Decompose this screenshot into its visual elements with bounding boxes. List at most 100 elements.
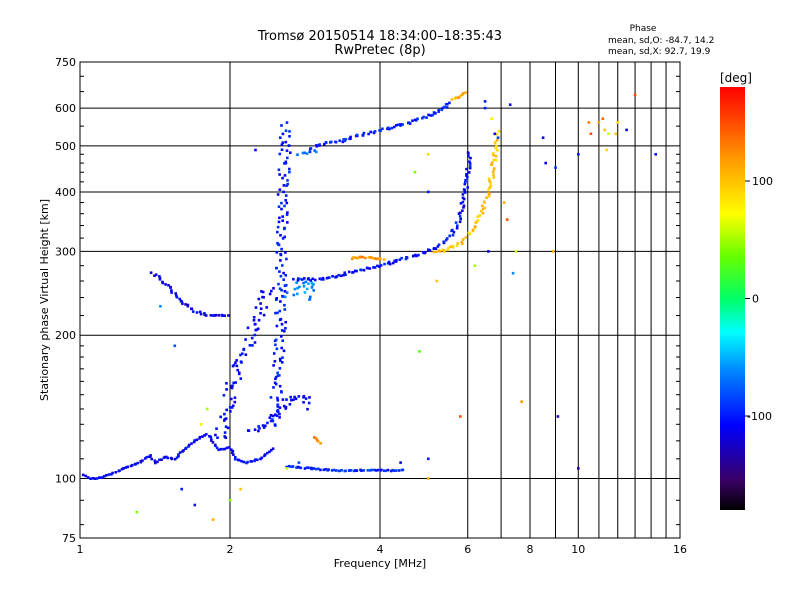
echo-point xyxy=(158,275,161,278)
echo-point xyxy=(467,171,471,174)
echo-point xyxy=(370,468,373,472)
echo-point xyxy=(454,96,458,99)
colorbar-ticks: 100 0 -100 xyxy=(745,175,773,423)
echo-point xyxy=(381,127,384,131)
phase-stats-o: mean, sd,O: -84.7, 14.2 xyxy=(608,36,714,46)
echo-point xyxy=(276,241,279,245)
echo-point xyxy=(276,396,279,400)
echo-point xyxy=(311,283,314,287)
echo-point xyxy=(394,260,398,263)
echo-point xyxy=(451,228,454,232)
echo-point xyxy=(310,281,314,285)
echo-point xyxy=(231,384,234,388)
echo-point xyxy=(286,156,289,160)
echo-point xyxy=(597,121,601,124)
echo-point xyxy=(153,274,156,277)
echo-point xyxy=(279,234,282,237)
echo-point xyxy=(276,193,280,196)
echo-point xyxy=(427,248,430,251)
x-tick-label: 6 xyxy=(464,543,471,556)
echo-point xyxy=(308,396,311,399)
echo-point xyxy=(313,436,316,439)
echo-point xyxy=(165,455,168,459)
echo-point xyxy=(490,161,494,164)
echo-point xyxy=(288,130,291,133)
echo-point xyxy=(373,468,376,472)
echo-point xyxy=(289,151,292,154)
echo-point xyxy=(285,121,289,124)
echo-point xyxy=(463,182,467,186)
echo-point xyxy=(359,255,362,259)
echo-point xyxy=(490,163,493,166)
echo-point xyxy=(298,277,301,281)
echo-point xyxy=(589,132,593,136)
x-tick-label: 1 xyxy=(77,543,84,556)
echo-point xyxy=(463,191,467,194)
echo-point xyxy=(450,98,454,101)
echo-point xyxy=(488,186,492,189)
echo-point xyxy=(285,283,288,287)
echo-point xyxy=(224,417,228,420)
echo-point xyxy=(232,363,236,367)
echo-point xyxy=(86,476,90,479)
echo-point xyxy=(107,473,111,476)
echo-point xyxy=(285,291,289,294)
echo-point xyxy=(262,296,265,299)
echo-point xyxy=(335,275,338,278)
echo-point xyxy=(577,153,580,156)
echo-point xyxy=(368,267,372,270)
echo-point xyxy=(296,292,299,296)
echo-point xyxy=(603,128,606,132)
echo-point xyxy=(276,371,279,375)
echo-point xyxy=(303,467,307,470)
echo-point xyxy=(312,289,315,292)
echo-point xyxy=(487,250,490,253)
echo-point xyxy=(170,289,173,292)
echo-point xyxy=(427,477,430,480)
echo-point xyxy=(438,250,442,253)
echo-point xyxy=(216,436,219,439)
echo-point xyxy=(437,110,440,113)
echo-point xyxy=(284,161,288,165)
echo-point xyxy=(278,270,281,273)
echo-point xyxy=(427,153,430,156)
echo-point xyxy=(284,274,287,277)
echo-point xyxy=(272,364,275,367)
echo-point xyxy=(301,151,305,155)
echo-point xyxy=(285,213,289,216)
echo-point xyxy=(493,140,497,144)
echo-point xyxy=(236,368,239,372)
echo-point xyxy=(283,204,286,208)
echo-point xyxy=(318,143,321,146)
echo-point xyxy=(274,338,278,342)
echo-point xyxy=(231,404,235,408)
echo-point xyxy=(281,141,285,144)
echo-point xyxy=(120,467,124,471)
echo-point xyxy=(302,401,305,404)
echo-point xyxy=(229,410,232,413)
echo-point xyxy=(285,149,289,152)
echo-point xyxy=(246,326,250,330)
echo-point xyxy=(203,313,207,317)
echo-point xyxy=(473,226,477,230)
echo-point xyxy=(452,231,456,234)
echo-point xyxy=(361,133,365,137)
echo-point xyxy=(266,451,269,455)
echo-point xyxy=(456,224,459,227)
echo-point xyxy=(158,458,161,462)
echo-point xyxy=(271,447,275,450)
echo-point xyxy=(281,237,285,240)
echo-point xyxy=(334,140,338,144)
echo-point xyxy=(273,381,277,385)
echo-point xyxy=(280,390,283,393)
y-tick-label: 75 xyxy=(62,532,76,545)
echo-point xyxy=(282,278,285,281)
echo-point xyxy=(388,262,392,266)
echo-point xyxy=(441,106,445,110)
echo-point xyxy=(276,399,280,402)
echo-point xyxy=(158,278,162,281)
echo-point xyxy=(281,339,284,342)
echo-point xyxy=(551,250,555,253)
echo-point xyxy=(339,274,343,278)
colorbar-tick-label: 0 xyxy=(752,293,759,306)
